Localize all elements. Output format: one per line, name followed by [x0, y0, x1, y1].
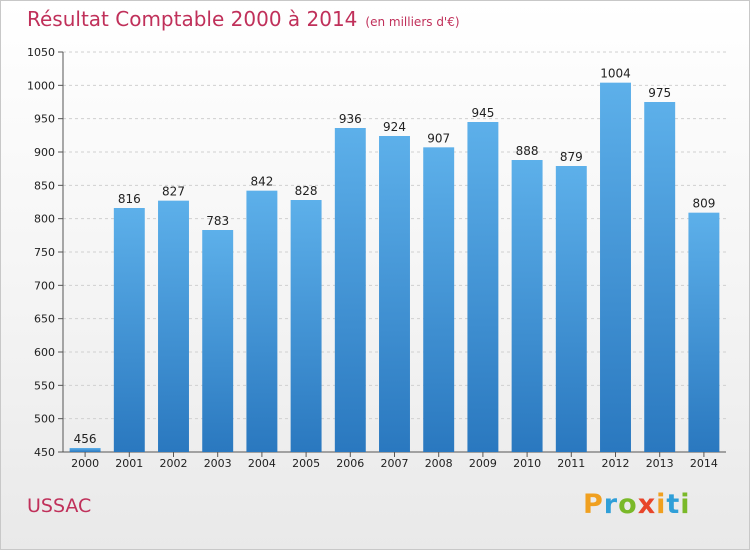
- bar-value-label: 842: [250, 175, 273, 189]
- y-tick-label: 850: [34, 179, 55, 192]
- chart-title-main: Résultat Comptable 2000 à 2014: [27, 7, 358, 31]
- logo-letter: P: [583, 489, 604, 520]
- chart-subtitle: (en milliers d'€): [365, 15, 460, 29]
- y-tick-label: 750: [34, 246, 55, 259]
- y-tick-label: 700: [34, 279, 55, 292]
- bar: [290, 200, 322, 452]
- logo-letter: i: [656, 489, 667, 520]
- x-tick-label: 2000: [71, 457, 99, 470]
- bar-value-label: 1004: [600, 67, 631, 81]
- x-tick-label: 2008: [425, 457, 453, 470]
- x-tick-label: 2009: [469, 457, 497, 470]
- x-tick-label: 2006: [336, 457, 364, 470]
- logo-letter: x: [637, 489, 657, 520]
- bar-value-label: 975: [648, 86, 671, 100]
- logo-letter: o: [618, 489, 638, 520]
- x-tick-label: 2003: [204, 457, 232, 470]
- bar: [202, 230, 234, 452]
- y-tick-label: 1050: [27, 46, 55, 59]
- bar-value-label: 879: [560, 150, 583, 164]
- bar: [69, 448, 101, 452]
- bar: [467, 122, 499, 452]
- bar: [379, 136, 410, 452]
- logo-letter: i: [680, 489, 691, 520]
- bar-value-label: 945: [471, 106, 494, 120]
- proxiti-logo: Proxiti: [583, 489, 691, 520]
- y-tick-label: 550: [34, 379, 55, 392]
- x-tick-label: 2011: [557, 457, 585, 470]
- x-tick-label: 2001: [115, 457, 143, 470]
- x-tick-label: 2002: [160, 457, 188, 470]
- bar: [555, 166, 587, 452]
- bar-value-label: 456: [74, 432, 97, 446]
- bar-value-label: 907: [427, 131, 450, 145]
- y-tick-label: 450: [34, 446, 55, 459]
- bar: [334, 128, 366, 452]
- bar-value-label: 828: [295, 184, 318, 198]
- y-tick-label: 900: [34, 146, 55, 159]
- y-tick-label: 800: [34, 213, 55, 226]
- x-tick-label: 2010: [513, 457, 541, 470]
- bar-value-label: 924: [383, 120, 406, 134]
- logo-letter: r: [603, 489, 619, 520]
- y-tick-label: 650: [34, 313, 55, 326]
- x-tick-label: 2014: [690, 457, 718, 470]
- x-tick-label: 2013: [646, 457, 674, 470]
- bar: [644, 102, 676, 452]
- bar: [511, 160, 543, 452]
- x-tick-label: 2012: [602, 457, 630, 470]
- bar: [246, 190, 278, 452]
- bar: [113, 208, 145, 452]
- y-tick-label: 1000: [27, 79, 55, 92]
- bar: [423, 147, 455, 453]
- y-tick-label: 500: [34, 413, 55, 426]
- y-tick-label: 950: [34, 113, 55, 126]
- y-tick-label: 600: [34, 346, 55, 359]
- bar: [600, 82, 631, 453]
- chart-title: Résultat Comptable 2000 à 2014 (en millie…: [27, 7, 460, 31]
- bar-value-label: 936: [339, 112, 362, 126]
- bar-value-label: 783: [206, 214, 229, 228]
- bar: [688, 212, 720, 452]
- bar-value-label: 827: [162, 185, 185, 199]
- x-tick-label: 2004: [248, 457, 276, 470]
- bar-value-label: 888: [516, 144, 539, 158]
- bar-value-label: 809: [692, 197, 715, 211]
- location-label: USSAC: [27, 495, 92, 517]
- x-tick-label: 2005: [292, 457, 320, 470]
- logo-letter: t: [666, 489, 681, 520]
- bar: [158, 200, 189, 452]
- bar-value-label: 816: [118, 192, 141, 206]
- x-tick-label: 2007: [381, 457, 409, 470]
